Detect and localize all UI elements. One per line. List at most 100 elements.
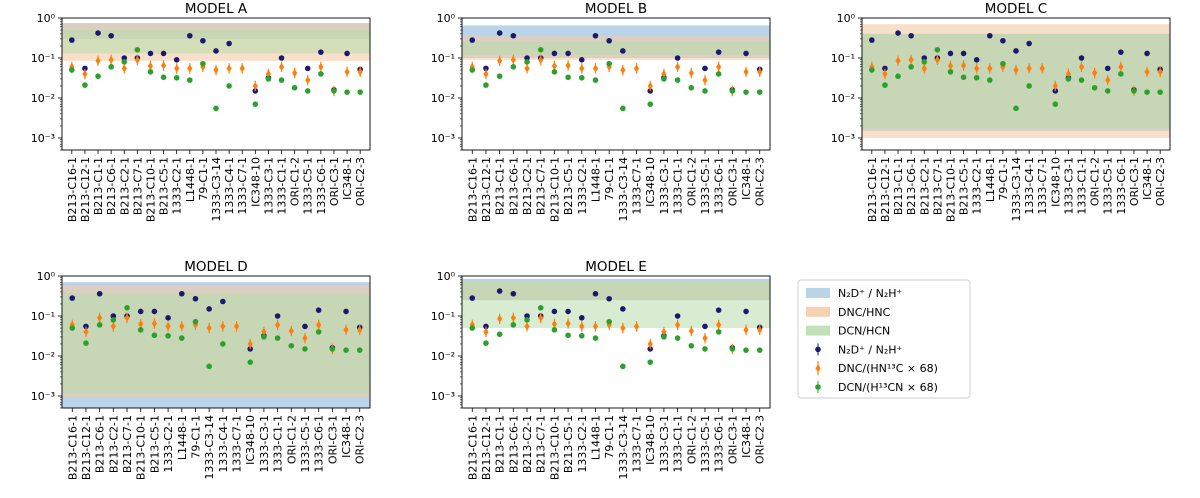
n2dp-point xyxy=(524,55,530,61)
dcn-point xyxy=(108,64,114,70)
x-tick-label: B213-C12-1 xyxy=(480,415,493,480)
y-tick-label: 10⁻³ xyxy=(431,132,455,145)
dnc-point xyxy=(675,320,681,329)
band-n2dp-swatch xyxy=(806,288,830,298)
dnc-point xyxy=(1039,64,1045,73)
n2dp-point xyxy=(908,32,914,39)
dcn-point xyxy=(661,334,667,340)
legend-label: N₂D⁺ / N₂H⁺ xyxy=(838,343,903,356)
x-tick-label: B213-C1-1 xyxy=(494,415,507,473)
n2dp-point xyxy=(606,295,612,302)
n2dp-point xyxy=(83,323,89,330)
dnc-point xyxy=(95,56,101,65)
dnc-point xyxy=(524,322,530,331)
x-tick-label: B213-C7-1 xyxy=(131,157,144,215)
dnc-point xyxy=(83,327,89,336)
dcn-point xyxy=(537,305,544,311)
n2dp-point xyxy=(95,30,101,36)
y-tick-label: 10⁻¹ xyxy=(431,310,455,323)
n2dp-point xyxy=(151,308,158,315)
dcn-point xyxy=(565,332,571,339)
x-tick-label: 1333-C3-14 xyxy=(203,415,216,480)
dcn-point xyxy=(1078,77,1085,83)
x-tick-label: B213-C6-1 xyxy=(905,157,918,215)
x-tick-label: 1333-C1-1 xyxy=(672,415,685,473)
x-tick-label: 1333-C5-1 xyxy=(699,157,712,215)
x-tick-label: 1333-C2-1 xyxy=(576,415,589,473)
dcn-point xyxy=(715,329,722,335)
dcn-point xyxy=(524,317,530,323)
dcn-point xyxy=(356,347,363,353)
dnc-point xyxy=(524,64,530,73)
range-bands xyxy=(62,282,370,408)
range-bands xyxy=(462,278,770,329)
x-tick-label: B213-C7-1 xyxy=(931,157,944,215)
dcn-point xyxy=(921,59,928,65)
dnc-point xyxy=(620,324,626,333)
x-tick-label: 1333-C7-1 xyxy=(1036,157,1049,215)
legend-item-band-n2dp: N₂D⁺ / N₂H⁺ xyxy=(806,287,903,300)
band-dcn-range xyxy=(862,33,1170,129)
dnc-point xyxy=(147,62,154,71)
x-tick-label: B213-C10-1 xyxy=(135,415,148,480)
dcn-point xyxy=(524,59,530,65)
dnc-point xyxy=(497,314,503,323)
y-tick-label: 10⁻² xyxy=(431,350,455,363)
dnc-point xyxy=(565,61,571,70)
dcn-point xyxy=(895,73,901,80)
dcn-point xyxy=(702,346,708,352)
dcn-point xyxy=(496,73,503,80)
dnc-point xyxy=(757,325,763,334)
dnc-point xyxy=(743,67,749,76)
x-tick-label: 79-C1-1 xyxy=(189,415,202,459)
x-tick-label: IC348-10 xyxy=(644,157,657,207)
dcn-swatch xyxy=(815,384,821,390)
x-tick-label: 79-C1-1 xyxy=(603,157,616,201)
x-tick-label: B213-C2-1 xyxy=(107,415,120,473)
x-tick-label: B213-C5-1 xyxy=(562,157,575,215)
x-tick-label: ORI-C1-2 xyxy=(285,415,298,464)
legend-label: DCN/HCN xyxy=(838,325,890,338)
n2dp-point xyxy=(1026,40,1032,47)
dcn-point xyxy=(620,363,626,370)
dcn-point xyxy=(510,64,517,70)
n2dp-point xyxy=(1104,65,1111,72)
n2dp-point xyxy=(960,50,967,57)
n2dp-point xyxy=(469,295,476,301)
dcn-point xyxy=(1091,84,1098,91)
axes-frame xyxy=(61,17,371,151)
x-tick-label: ORI-C1-2 xyxy=(1089,157,1102,206)
x-tick-label: IC348-10 xyxy=(1049,157,1062,207)
n2dp-point xyxy=(743,50,749,57)
dnc-point xyxy=(316,320,322,329)
legend-label: N₂D⁺ / N₂H⁺ xyxy=(838,287,903,300)
x-tick-label: B213-C16-1 xyxy=(466,157,479,222)
n2dp-point xyxy=(278,55,285,61)
dcn-point xyxy=(908,64,914,70)
n2dp-point xyxy=(483,65,489,72)
dcn-point xyxy=(729,88,736,94)
x-tick-label: L1448-1 xyxy=(184,157,197,202)
data-points xyxy=(469,30,763,112)
n2dp-point xyxy=(743,308,749,315)
x-tick-label: 1333-C6-1 xyxy=(315,157,328,215)
x-tick-label: 1333-C5-1 xyxy=(299,415,312,473)
n2dp-point xyxy=(274,313,281,319)
x-tick-label: ORI-C3-1 xyxy=(726,157,739,206)
x-tick-label: 1333-C5-1 xyxy=(302,157,315,215)
dcn-point xyxy=(329,346,336,352)
dcn-point xyxy=(1104,88,1111,94)
n2dp-point xyxy=(973,57,980,63)
dcn-point xyxy=(318,71,324,77)
dcn-point xyxy=(134,47,141,53)
n2dp-point xyxy=(715,49,722,55)
dnc-point xyxy=(1065,69,1072,78)
dcn-point xyxy=(510,322,517,328)
dcn-point xyxy=(565,74,571,81)
n2dp-point xyxy=(869,37,875,43)
dnc-point xyxy=(647,81,653,90)
dnc-point xyxy=(151,319,157,328)
dnc-point xyxy=(110,322,116,331)
dnc-point xyxy=(483,69,489,78)
